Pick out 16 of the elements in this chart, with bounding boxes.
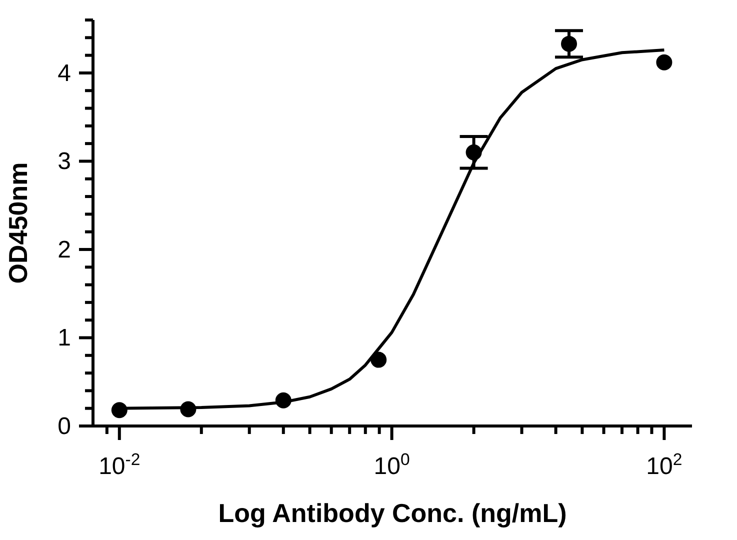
x-tick-label: 10$^{2}$ bbox=[646, 450, 682, 480]
y-tick-label: 3 bbox=[58, 148, 71, 176]
point bbox=[656, 54, 672, 70]
y-tick-label: 0 bbox=[58, 413, 71, 440]
y-tick-label: 4 bbox=[58, 60, 71, 87]
x-tick-label: 10$^{0}$ bbox=[374, 450, 410, 480]
y-tick-label: 2 bbox=[58, 236, 71, 264]
point bbox=[275, 392, 292, 408]
x-axis-title: Log Antibody Conc. (ng/mL) bbox=[218, 498, 567, 528]
x-tick-label: 10$^{-2}$ bbox=[98, 450, 140, 480]
point bbox=[466, 144, 482, 160]
point bbox=[370, 352, 387, 368]
y-axis-title: OD450nm bbox=[3, 162, 33, 284]
y-tick-label: 1 bbox=[58, 324, 71, 352]
point bbox=[561, 36, 577, 52]
point bbox=[180, 401, 196, 418]
